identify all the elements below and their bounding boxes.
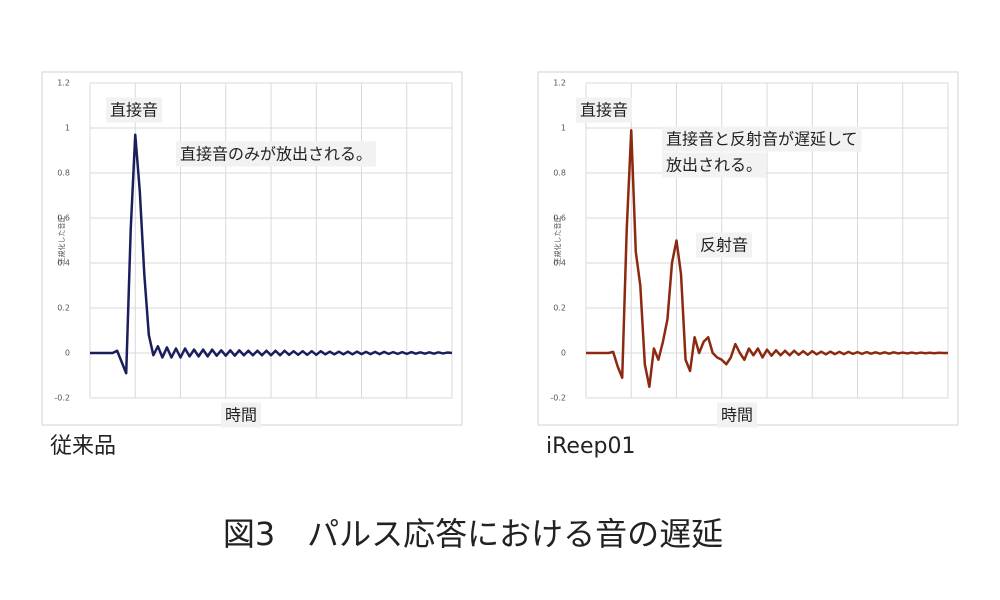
- y-tick-label: -0.2: [550, 394, 566, 403]
- y-tick-label: 0.2: [57, 304, 70, 313]
- annotation-bg: [576, 97, 633, 123]
- annotation: 直接音: [110, 101, 158, 120]
- line-series: [90, 133, 453, 375]
- annotation: 直接音のみが放出される。: [180, 145, 372, 164]
- annotation-bg: [696, 232, 753, 258]
- annotation: 直接音: [580, 101, 628, 120]
- y-tick-label: 1.2: [553, 79, 566, 88]
- x-axis-label-bg: [716, 402, 758, 428]
- annotation-bg: [176, 141, 377, 167]
- annotation-bg: [662, 152, 767, 178]
- annotation: 反射音: [700, 236, 748, 255]
- x-axis-label: 時間: [225, 406, 257, 425]
- y-tick-label: 0.6: [553, 214, 566, 223]
- y-tick-label: 1.2: [57, 79, 70, 88]
- y-tick-label: 0: [65, 349, 70, 358]
- y-tick-label: 0.8: [553, 169, 566, 178]
- y-tick-label: 0: [561, 349, 566, 358]
- y-tick-label: 0.4: [553, 259, 566, 268]
- annotation-bg: [662, 126, 862, 152]
- chart-frame: [41, 71, 463, 426]
- annotation-bg: [106, 97, 163, 123]
- annotation: 直接音と反射音が遅延して: [666, 130, 858, 149]
- chart-caption: 従来品: [50, 434, 116, 459]
- y-tick-label: 1: [561, 124, 566, 133]
- y-axis-label: 正規化した音圧: [57, 216, 66, 265]
- y-axis-label: 正規化した音圧: [553, 216, 562, 265]
- line-series: [586, 129, 948, 388]
- figure-title: 図3 パルス応答における音の遅延: [223, 515, 723, 553]
- y-tick-label: 0.8: [57, 169, 70, 178]
- y-tick-label: 0.2: [553, 304, 566, 313]
- y-tick-label: 1: [65, 124, 70, 133]
- y-tick-label: 0.4: [57, 259, 70, 268]
- y-tick-label: -0.2: [54, 394, 70, 403]
- y-tick-label: 0.6: [57, 214, 70, 223]
- chart-caption: iReep01: [546, 434, 635, 459]
- annotation: 放出される。: [666, 156, 762, 175]
- x-axis-label-bg: [220, 402, 262, 428]
- x-axis-label: 時間: [721, 406, 753, 425]
